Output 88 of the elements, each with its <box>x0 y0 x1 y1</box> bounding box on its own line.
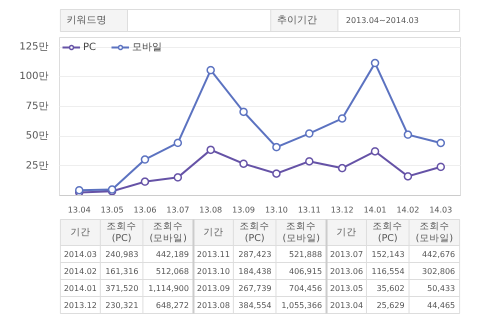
x-tick-label: 13.12 <box>330 206 354 214</box>
point <box>404 130 412 139</box>
text: 1,055,366 <box>281 301 322 310</box>
point <box>338 114 346 123</box>
y-tick-label: 100만 <box>19 71 49 82</box>
text: 287,423 <box>238 250 272 259</box>
text: 조회수 (모바일) <box>149 220 187 244</box>
text: 2013.05 <box>330 284 364 293</box>
text: 116,554 <box>371 267 405 276</box>
text: 기간 <box>203 227 224 238</box>
text: 442,676 <box>422 250 456 259</box>
point <box>140 177 150 186</box>
text: 2013.12 <box>64 301 97 310</box>
point <box>370 147 380 156</box>
text: 2013.09 <box>196 284 230 293</box>
text: 371,520 <box>105 284 138 293</box>
x-tick-label: 13.05 <box>100 206 124 214</box>
text: 50,433 <box>427 284 456 293</box>
text: 406,915 <box>288 267 322 276</box>
point <box>74 186 84 194</box>
text: 184,438 <box>238 267 272 276</box>
text: 2013.11 <box>196 250 230 259</box>
text: 조회수 (PC) <box>106 220 137 244</box>
x-tick-label: 13.08 <box>199 206 222 214</box>
point <box>338 164 346 172</box>
point <box>206 146 215 154</box>
text: 35,602 <box>376 284 405 293</box>
text: 추이기간 <box>277 15 318 26</box>
text: 2013.04 <box>330 301 364 310</box>
text: 25,629 <box>376 301 405 310</box>
point <box>436 138 446 148</box>
text: 384,554 <box>238 301 272 310</box>
point <box>174 138 182 148</box>
text: 기간 <box>336 227 356 238</box>
text: 키워드명 <box>66 15 107 26</box>
x-tick-label: 13.07 <box>166 206 190 214</box>
x-tick-label: 13.04 <box>68 206 91 214</box>
point <box>370 58 380 68</box>
text: 2014.01 <box>64 284 97 293</box>
text: 302,806 <box>422 267 456 276</box>
text: 512,068 <box>156 267 189 276</box>
point <box>404 172 412 181</box>
text: 152,143 <box>371 250 405 259</box>
text: 기간 <box>70 227 90 238</box>
x-tick-label: 13.10 <box>264 206 288 214</box>
text: 240,983 <box>105 250 138 259</box>
x-tick-label: 14.02 <box>396 206 420 214</box>
text: 44,465 <box>427 301 456 310</box>
text: 조회수 (PC) <box>372 220 403 244</box>
point <box>206 66 215 74</box>
text: 2013.08 <box>196 301 230 310</box>
point <box>174 173 182 182</box>
text: 704,456 <box>288 284 322 293</box>
y-tick-label: 25만 <box>26 160 49 172</box>
text: 648,272 <box>156 301 189 310</box>
text: 조회수 (모바일) <box>416 220 454 244</box>
text: 267,739 <box>238 284 272 293</box>
text: 230,321 <box>105 301 138 310</box>
y-tick-label: 50만 <box>26 130 49 142</box>
text: 조회수 (PC) <box>240 220 270 244</box>
y-tick-label: 75만 <box>26 100 49 112</box>
text: 2013.06 <box>330 267 364 276</box>
text: 161,316 <box>105 267 138 276</box>
point <box>272 169 281 178</box>
x-tick-label: 14.03 <box>429 206 452 214</box>
point <box>436 162 446 172</box>
x-tick-label: 13.06 <box>134 206 156 214</box>
text: 2013.04~2014.03 <box>346 16 419 25</box>
point <box>140 155 150 164</box>
legend-label: PC <box>83 42 98 52</box>
text: 2013.10 <box>196 267 230 276</box>
text: 조회수 (모바일) <box>282 220 320 244</box>
legend-label: 모바일 <box>132 41 162 54</box>
x-tick-label: 14.01 <box>364 206 386 214</box>
point <box>305 157 314 166</box>
text: 442,189 <box>156 250 189 259</box>
x-tick-label: 13.09 <box>232 206 256 214</box>
point <box>239 159 248 168</box>
point <box>272 142 281 152</box>
text: 2014.03 <box>64 250 97 259</box>
point <box>239 108 248 116</box>
y-tick-label: 125만 <box>19 42 49 53</box>
x-tick-label: 13.11 <box>298 206 321 214</box>
point <box>305 129 314 138</box>
text: 521,888 <box>288 250 322 259</box>
text: 2013.07 <box>330 250 364 259</box>
text: 2014.02 <box>64 267 97 276</box>
text: 1,114,900 <box>148 284 189 293</box>
